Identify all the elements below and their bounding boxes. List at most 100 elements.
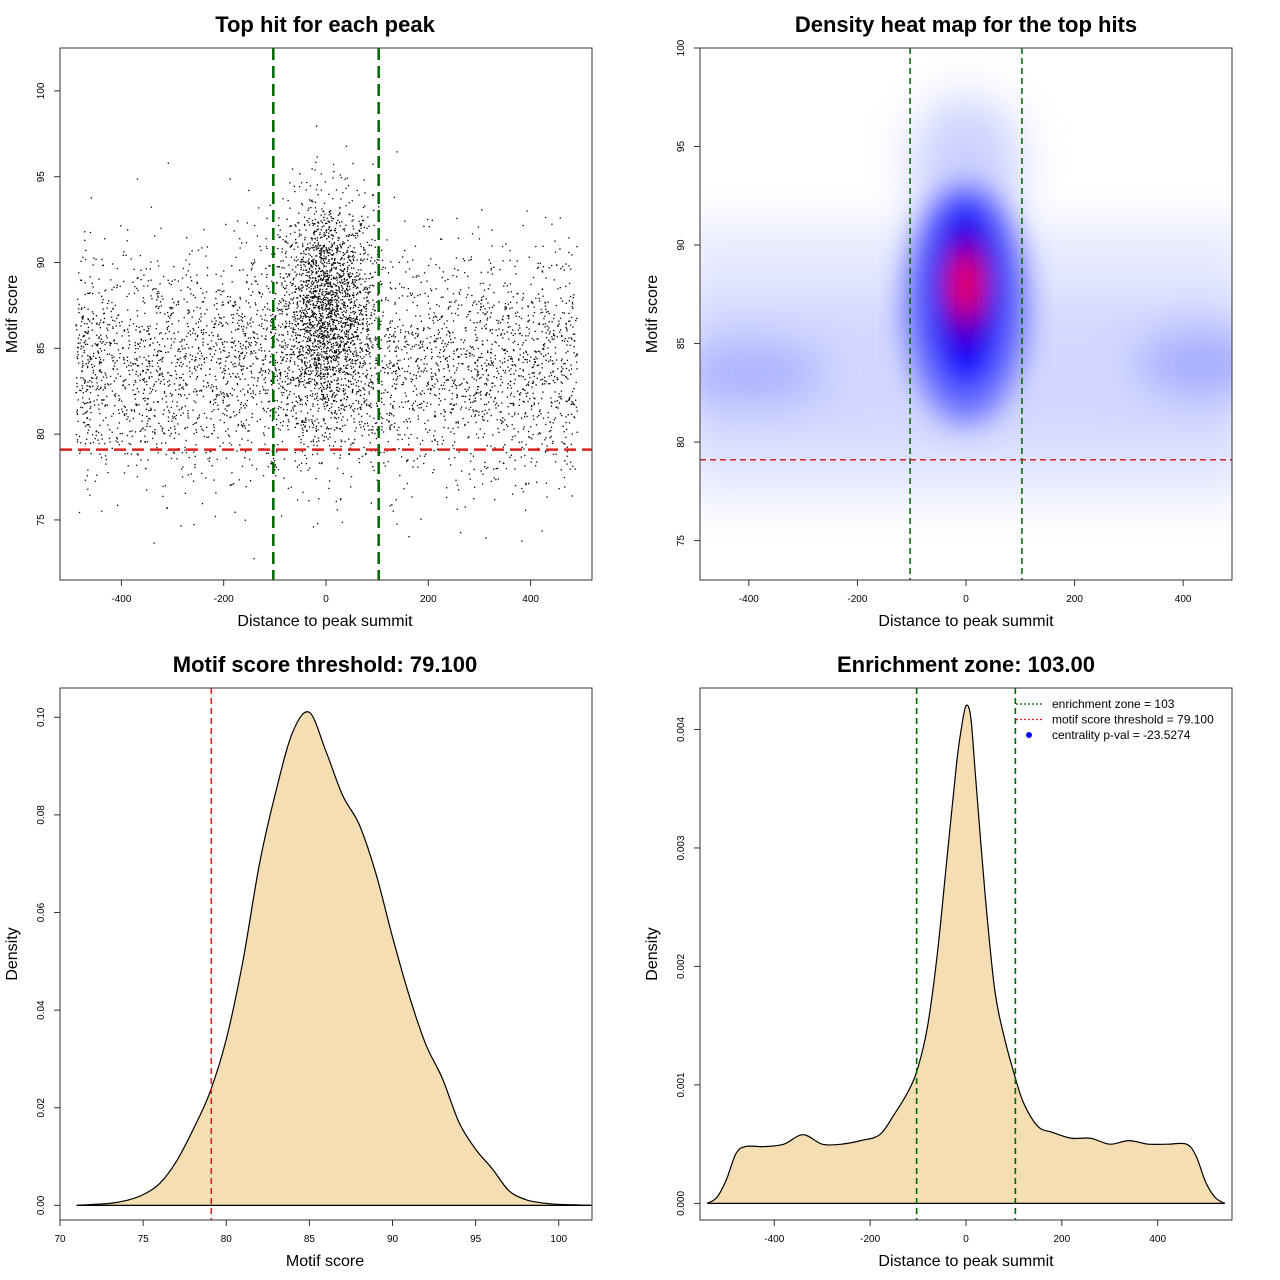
scatter-point — [321, 462, 323, 464]
scatter-point — [421, 390, 424, 392]
scatter-point — [108, 300, 110, 302]
scatter-point — [255, 304, 257, 306]
scatter-point — [566, 328, 568, 330]
scatter-point — [532, 415, 534, 417]
scatter-point — [178, 388, 180, 390]
scatter-point — [249, 306, 251, 308]
scatter-point — [275, 466, 278, 468]
scatter-point — [337, 382, 340, 385]
scatter-point — [468, 435, 470, 438]
scatter-point — [483, 403, 486, 406]
scatter-point — [89, 357, 91, 359]
scatter-point — [356, 334, 358, 337]
scatter-points — [75, 125, 578, 560]
scatter-point — [514, 312, 517, 315]
scatter-point — [83, 403, 86, 405]
scatter-point — [307, 322, 309, 324]
scatter-point — [354, 359, 356, 362]
scatter-point — [404, 377, 406, 379]
scatter-point — [319, 244, 322, 247]
scatter-point — [170, 347, 172, 349]
scatter-point — [300, 252, 302, 255]
scatter-point — [155, 328, 157, 330]
scatter-point — [387, 329, 389, 332]
scatter-point — [523, 426, 525, 428]
scatter-point — [155, 390, 157, 392]
scatter-point — [323, 336, 325, 338]
scatter-point — [217, 358, 219, 360]
scatter-point — [310, 380, 312, 383]
scatter-point — [558, 488, 560, 490]
scatter-point — [439, 318, 441, 321]
scatter-point — [493, 291, 495, 294]
scatter-point — [282, 323, 284, 325]
scatter-point — [547, 352, 549, 355]
scatter-point — [348, 404, 351, 406]
scatter-point — [353, 256, 355, 258]
scatter-point — [394, 303, 396, 305]
scatter-point — [278, 303, 280, 305]
scatter-point — [441, 436, 443, 438]
scatter-point — [568, 251, 570, 254]
scatter-point — [351, 200, 353, 202]
scatter-point — [316, 319, 318, 322]
scatter-point — [290, 233, 292, 235]
scatter-point — [337, 348, 340, 351]
scatter-point — [393, 415, 395, 417]
scatter-point — [346, 341, 348, 343]
scatter-point — [469, 406, 472, 409]
scatter-point — [215, 342, 217, 344]
scatter-point — [313, 281, 315, 284]
scatter-point — [83, 306, 86, 309]
scatter-point — [477, 385, 480, 388]
scatter-point — [504, 419, 506, 421]
scatter-point — [301, 420, 303, 422]
scatter-point — [339, 400, 342, 402]
scatter-point — [192, 327, 194, 330]
scatter-point — [342, 390, 345, 393]
scatter-point — [355, 237, 357, 239]
scatter-point — [364, 389, 366, 391]
scatter-point — [362, 260, 364, 262]
scatter-point — [295, 325, 298, 327]
scatter-point — [301, 372, 303, 374]
scatter-point — [323, 436, 326, 438]
scatter-point — [383, 403, 385, 406]
scatter-point — [292, 371, 294, 373]
scatter-point — [268, 372, 270, 375]
scatter-point — [279, 373, 282, 375]
scatter-point — [318, 245, 320, 247]
scatter-point — [330, 315, 332, 317]
scatter-point — [337, 377, 339, 379]
scatter-point — [329, 271, 331, 273]
scatter-point — [539, 351, 541, 353]
scatter-point — [314, 207, 317, 209]
scatter-point — [344, 178, 346, 180]
scatter-point — [235, 256, 237, 258]
scatter-point — [570, 443, 572, 446]
scatter-point — [381, 422, 383, 424]
scatter-point — [315, 364, 317, 366]
scatter-point — [143, 274, 145, 276]
scatter-point — [300, 320, 302, 322]
scatter-point — [366, 343, 369, 346]
scatter-point — [325, 294, 327, 296]
scatter-point — [326, 353, 328, 355]
scatter-point — [136, 453, 139, 455]
scatter-point — [197, 348, 200, 350]
scatter-point — [341, 336, 343, 338]
scatter-point — [297, 365, 299, 367]
scatter-point — [124, 386, 126, 388]
scatter-point — [475, 421, 477, 424]
scatter-point — [306, 399, 309, 402]
scatter-point — [291, 284, 293, 287]
scatter-point — [187, 415, 189, 417]
scatter-point — [507, 321, 509, 324]
scatter-point — [195, 356, 197, 358]
scatter-point — [351, 256, 353, 258]
scatter-point — [313, 324, 316, 326]
scatter-point — [519, 394, 521, 396]
scatter-point — [458, 355, 460, 358]
scatter-point — [195, 369, 197, 372]
scatter-point — [202, 338, 204, 340]
